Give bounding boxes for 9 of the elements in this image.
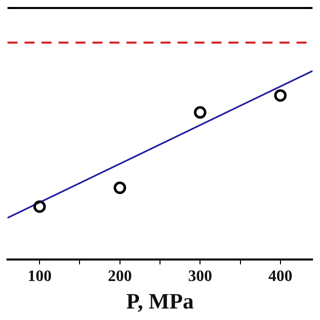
x-axis-title: P, MPa [126, 288, 194, 314]
point [274, 89, 287, 102]
point [114, 182, 126, 194]
point [33, 200, 46, 213]
x-tick-label: 300 [188, 268, 212, 286]
x-tick-label: 100 [28, 268, 52, 286]
x-tick-label: 400 [268, 268, 292, 286]
point [194, 106, 206, 119]
x-tick-label: 200 [108, 268, 132, 286]
